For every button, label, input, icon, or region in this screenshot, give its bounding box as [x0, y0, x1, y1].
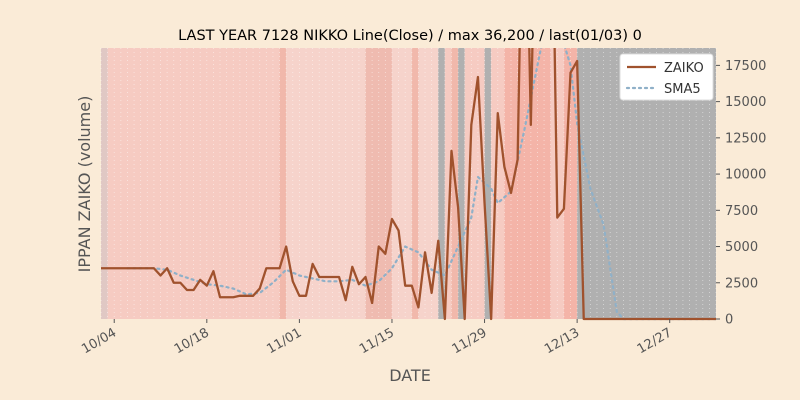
band-9	[444, 48, 452, 319]
y-tick-label: 12500	[725, 131, 766, 146]
band-13	[484, 48, 492, 319]
x-axis-label: DATE	[389, 366, 431, 385]
legend-box	[619, 53, 714, 101]
x-tick-label: 11/29	[450, 325, 490, 357]
band-5	[391, 48, 412, 319]
y-tick-label: 10000	[725, 168, 766, 183]
y-tick-label: 15000	[725, 95, 766, 110]
sma5-line	[126, 48, 716, 321]
y-tick-label: 17500	[725, 59, 766, 74]
y-axis-label: IPPAN ZAIKO (volume)	[75, 96, 94, 273]
legend: ZAIKO SMA5	[619, 53, 714, 101]
band-7	[418, 48, 439, 319]
x-tick-label: 11/15	[357, 325, 397, 357]
band-3	[286, 48, 366, 319]
y-tick-label: 2500	[725, 276, 758, 291]
zaiko-line-group	[101, 48, 716, 321]
x-tick-label: 10/18	[172, 325, 212, 357]
y-tick-label: 5000	[725, 240, 758, 255]
legend-sma5-label: SMA5	[664, 82, 701, 97]
chart-title: LAST YEAR 7128 NIKKO Line(Close) / max 3…	[178, 28, 642, 44]
zaiko-line	[101, 48, 716, 321]
band-17	[563, 48, 578, 319]
sma5-line-group	[126, 48, 716, 321]
band-11	[458, 48, 465, 319]
band-0	[101, 48, 108, 319]
x-axis-ticks: 10/04 10/18 11/01 11/15 11/29 12/13 12/27	[79, 319, 675, 357]
y-tick-label: 7500	[725, 204, 758, 219]
y-axis-ticks: 0 2500 5000 7500 10000 12500 15000 17500	[716, 59, 766, 328]
x-tick-label: 11/01	[264, 325, 304, 357]
band-1	[107, 48, 280, 319]
band-2	[279, 48, 287, 319]
x-tick-label: 12/13	[542, 325, 582, 357]
band-4	[365, 48, 392, 319]
legend-zaiko-label: ZAIKO	[664, 61, 704, 76]
y-tick-label: 0	[725, 313, 733, 328]
x-tick-label: 10/04	[79, 325, 119, 357]
x-tick-label: 12/27	[635, 325, 675, 357]
band-12	[464, 48, 485, 319]
band-6	[411, 48, 419, 319]
band-8	[438, 48, 445, 319]
